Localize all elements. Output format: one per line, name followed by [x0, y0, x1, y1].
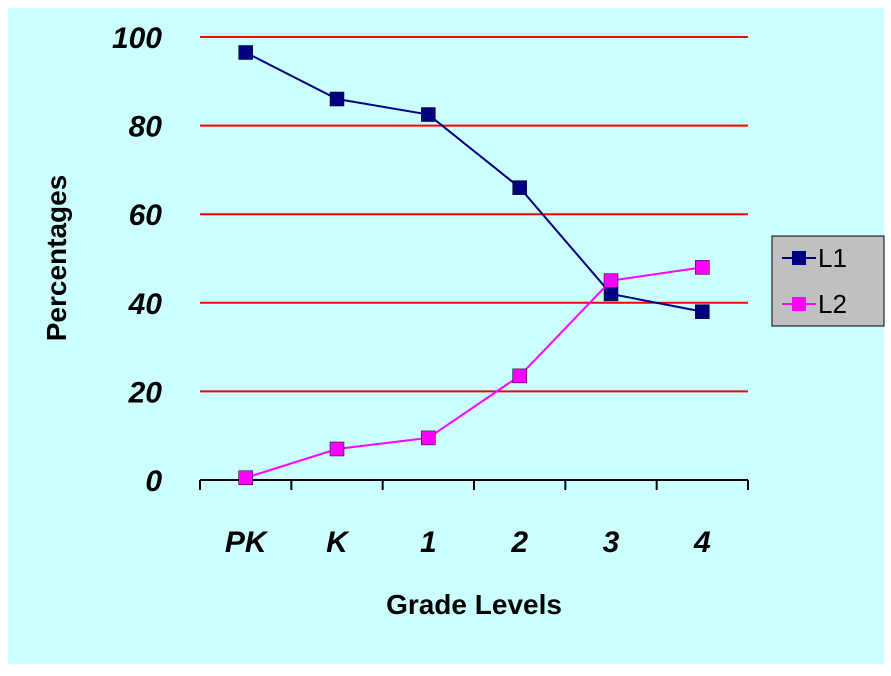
data-point — [421, 430, 436, 446]
y-tick-label: 100 — [112, 22, 162, 55]
series-line — [245, 266, 703, 479]
legend: L1 L2 — [771, 235, 885, 327]
legend-marker — [792, 297, 806, 311]
series-L1 — [238, 45, 710, 319]
x-tick-label: 4 — [693, 526, 711, 559]
x-tick-label: 1 — [420, 526, 437, 559]
y-tick-label: 40 — [128, 288, 163, 321]
x-tick-label: 2 — [510, 526, 528, 559]
y-tick-labels: 0 20 40 60 80 100 — [112, 22, 162, 498]
legend-box — [771, 235, 885, 327]
data-point — [512, 180, 527, 195]
data-point — [512, 368, 527, 384]
data-point — [695, 260, 710, 275]
data-point — [329, 441, 345, 457]
x-axis-title: Grade Levels — [386, 589, 562, 620]
legend-entry: L1 — [782, 243, 847, 273]
data-point — [238, 45, 253, 60]
axes — [199, 479, 749, 490]
series-L2 — [238, 260, 710, 486]
x-tick-label: 3 — [603, 526, 620, 559]
chart-background — [8, 8, 884, 664]
data-point — [238, 470, 253, 486]
y-tick-label: 60 — [129, 199, 163, 232]
y-tick-label: 20 — [128, 376, 163, 409]
series — [238, 45, 710, 486]
legend-entry: L2 — [782, 289, 847, 319]
x-tick-label: PK — [225, 526, 269, 559]
data-point — [421, 107, 436, 122]
x-tick-labels: PK K 1 2 3 4 — [225, 526, 711, 559]
data-point — [695, 304, 710, 319]
legend-marker — [792, 251, 806, 265]
y-tick-label: 80 — [129, 111, 163, 144]
data-point — [329, 91, 345, 107]
x-tick-label: K — [326, 526, 350, 559]
legend-label: L1 — [818, 243, 847, 273]
series-line — [245, 51, 703, 313]
y-tick-label: 0 — [145, 465, 162, 498]
data-point — [603, 273, 619, 288]
y-axis-title: Percentages — [41, 175, 72, 342]
legend-label: L2 — [818, 289, 847, 319]
data-point — [603, 286, 619, 302]
